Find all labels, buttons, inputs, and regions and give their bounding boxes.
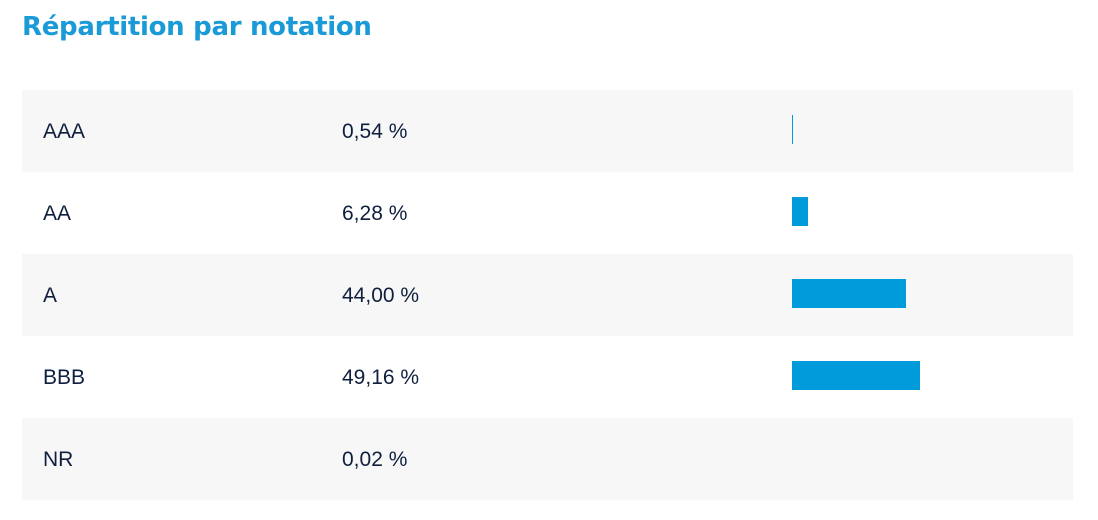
rating-value: 6,28 % <box>342 202 408 225</box>
rating-value: 49,16 % <box>342 366 420 389</box>
bar-aaa <box>792 115 793 144</box>
rating-label: A <box>43 284 58 307</box>
bar-aa <box>792 197 808 226</box>
rating-value: 0,02 % <box>342 448 408 471</box>
rating-breakdown-table: AAA 0,54 % AA 6,28 % A 44,00 % BBB 49,16 % NR 0,0… <box>22 90 1073 500</box>
bar-track <box>792 115 1052 144</box>
table-row: A 44,00 % <box>22 254 1073 336</box>
bar-track <box>792 279 1052 308</box>
rating-label: NR <box>43 448 74 471</box>
rating-label: AA <box>43 202 72 225</box>
rating-value: 0,54 % <box>342 120 408 143</box>
chart-title: Répartition par notation <box>22 12 372 42</box>
table-row: BBB 49,16 % <box>22 336 1073 418</box>
table-row: NR 0,02 % <box>22 418 1073 500</box>
bar-track <box>792 443 1052 472</box>
table-row: AA 6,28 % <box>22 172 1073 254</box>
rating-label: BBB <box>43 366 86 389</box>
bar-a <box>792 279 906 308</box>
rating-value: 44,00 % <box>342 284 420 307</box>
bar-bbb <box>792 361 920 390</box>
bar-track <box>792 361 1052 390</box>
bar-track <box>792 197 1052 226</box>
rating-label: AAA <box>43 120 86 143</box>
table-row: AAA 0,54 % <box>22 90 1073 172</box>
